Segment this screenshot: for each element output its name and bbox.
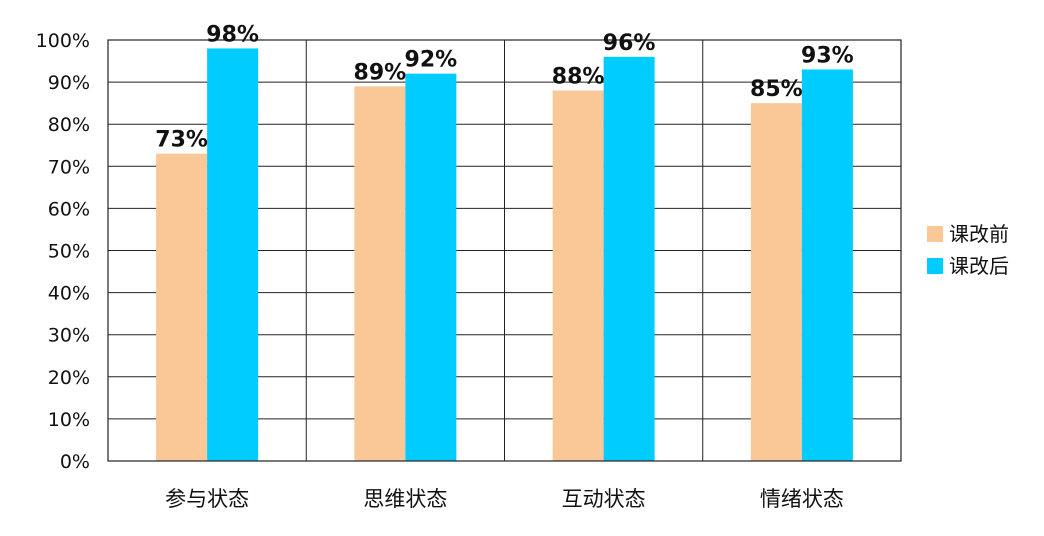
- bar-series-0-cat-3: [750, 103, 802, 462]
- bar-series-0-cat-1: [354, 86, 406, 461]
- x-category-label: 思维状态: [363, 487, 447, 511]
- y-tick-label: 80%: [48, 114, 90, 136]
- data-label: 85%: [750, 77, 803, 102]
- data-label: 98%: [206, 22, 259, 47]
- y-tick-label: 30%: [48, 325, 90, 347]
- legend-label: 课改前: [949, 222, 1009, 246]
- data-labels: 73% 98% 89%92% 88% 96% 85% 93%: [155, 22, 853, 152]
- legend-label: 课改后: [949, 254, 1009, 278]
- y-tick-label: 40%: [48, 283, 90, 305]
- bar-series-0-cat-2: [552, 90, 604, 462]
- bar-series-1-cat-1: [405, 73, 457, 462]
- y-tick-label: 90%: [48, 72, 90, 94]
- bar-series-0-cat-0: [156, 153, 208, 462]
- bar-series-1-cat-3: [801, 69, 853, 461]
- bars: [156, 48, 853, 462]
- y-tick-label: 100%: [36, 30, 90, 52]
- x-category-label: 参与状态: [165, 487, 249, 511]
- y-tick-label: 50%: [48, 241, 90, 263]
- data-label: 88%: [552, 65, 605, 90]
- y-tick-label: 70%: [48, 156, 90, 178]
- data-label: 89%: [354, 60, 407, 85]
- data-label: 73%: [155, 128, 208, 153]
- y-tick-label: 60%: [48, 198, 90, 220]
- axes: [107, 39, 902, 462]
- data-label: 96%: [603, 31, 656, 56]
- x-category-label: 情绪状态: [760, 487, 844, 511]
- legend-swatch: [927, 258, 943, 274]
- legend-swatch: [927, 226, 943, 242]
- plot-frame: [107, 39, 902, 462]
- y-tick-label: 20%: [48, 367, 90, 389]
- y-tick-label: 0%: [60, 451, 90, 473]
- x-category-label: 互动状态: [562, 487, 646, 511]
- x-axis-category-labels: 参与状态 思维状态 互动状态 情绪状态: [165, 487, 844, 511]
- y-tick-label: 10%: [48, 409, 90, 431]
- bar-series-1-cat-0: [207, 48, 259, 462]
- data-label: 92%: [405, 48, 458, 73]
- y-axis-tick-labels: 0% 10% 20% 30% 40% 50% 60% 70% 80% 90% 100%: [36, 30, 90, 473]
- data-label: 93%: [801, 43, 854, 68]
- bar-series-1-cat-2: [603, 56, 655, 462]
